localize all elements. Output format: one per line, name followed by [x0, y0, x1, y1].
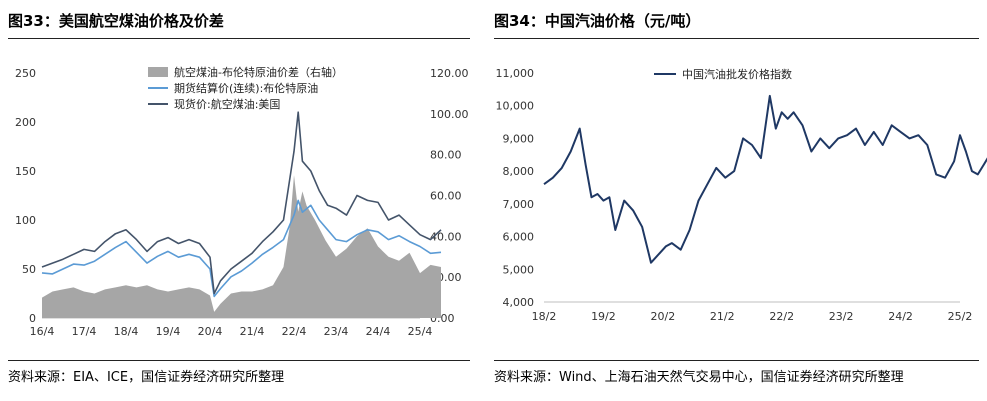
left-y-tick-label: 50 [22, 263, 36, 276]
right-title-divider [494, 38, 979, 39]
right-axis-tick-label: 100.00 [430, 108, 469, 121]
right-x-tick-label: 24/2 [888, 310, 913, 323]
spread-area-series [42, 175, 441, 318]
legend-label: 中国汽油批发价格指数 [682, 67, 792, 81]
left-x-tick-label: 16/4 [30, 325, 55, 338]
right-chart-svg: 4,000 5,000 6,000 7,000 8,000 9,000 10,000 11,0… [496, 67, 987, 323]
right-axis-tick-label: 80.00 [430, 149, 462, 162]
right-chart-panel: 图34：中国汽油价格（元/吨） 4,000 5,000 6,000 7,000 8,00… [486, 0, 987, 401]
right-y-tick-label: 9,000 [503, 132, 535, 145]
left-x-tick-label: 21/4 [240, 325, 265, 338]
left-x-tick-label: 22/4 [282, 325, 307, 338]
left-y-tick-label: 100 [15, 214, 36, 227]
right-axis-tick-label: 60.00 [430, 190, 462, 203]
left-source-divider [8, 360, 470, 361]
left-x-tick-label: 20/4 [198, 325, 223, 338]
right-axis-tick-label: 40.00 [430, 230, 462, 243]
left-x-tick-label: 19/4 [156, 325, 181, 338]
gasoline-price-line [543, 94, 987, 264]
left-chart-panel: 图33：美国航空煤油价格及价差 0 50 100 150 200 250 0.00 20.00… [0, 0, 478, 401]
right-x-tick-label: 22/2 [769, 310, 794, 323]
right-x-tick-label: 21/2 [710, 310, 735, 323]
right-x-tick-label: 19/2 [591, 310, 616, 323]
left-x-tick-label: 23/4 [324, 325, 349, 338]
right-source-divider [494, 360, 979, 361]
left-x-tick-label: 25/4 [408, 325, 433, 338]
left-y-tick-label: 250 [15, 67, 36, 80]
right-figure-title: 图34：中国汽油价格（元/吨） [494, 12, 701, 30]
right-source-note: 资料来源：Wind、上海石油天然气交易中心，国信证券经济研究所整理 [494, 370, 904, 385]
left-y-tick-label: 150 [15, 165, 36, 178]
left-chart-svg: 0501001502002500.0020.0040.0060.0080.001… [15, 65, 469, 338]
left-x-tick-label: 17/4 [72, 325, 97, 338]
legend-label: 现货价:航空煤油:美国 [174, 97, 280, 111]
right-y-tick-label: 10,000 [496, 100, 535, 113]
left-x-tick-label: 18/4 [114, 325, 139, 338]
left-y-tick-label: 200 [15, 116, 36, 129]
right-x-tick-label: 20/2 [651, 310, 676, 323]
right-y-tick-label: 6,000 [503, 231, 535, 244]
left-source-note: 资料来源：EIA、ICE，国信证券经济研究所整理 [8, 370, 285, 385]
right-x-tick-label: 23/2 [829, 310, 854, 323]
right-y-tick-label: 11,000 [496, 67, 535, 80]
jet-fuel-spot-line [41, 111, 442, 295]
right-x-tick-label: 25/2 [948, 310, 973, 323]
left-x-tick-label: 24/4 [366, 325, 391, 338]
legend-swatch-spread [148, 67, 168, 77]
legend-label: 期货结算价(连续):布伦特原油 [174, 81, 318, 95]
right-y-tick-label: 8,000 [503, 165, 535, 178]
right-x-tick-label: 18/2 [532, 310, 557, 323]
left-y-tick-label: 0 [29, 312, 36, 325]
right-y-tick-label: 7,000 [503, 198, 535, 211]
left-figure-title: 图33：美国航空煤油价格及价差 [8, 12, 224, 30]
right-y-tick-label: 4,000 [503, 296, 535, 309]
brent-futures-line [41, 199, 442, 298]
left-title-divider [8, 38, 470, 39]
right-axis-tick-label: 120.00 [430, 67, 469, 80]
right-y-tick-label: 5,000 [503, 263, 535, 276]
legend-label: 航空煤油-布伦特原油价差（右轴） [174, 65, 343, 79]
